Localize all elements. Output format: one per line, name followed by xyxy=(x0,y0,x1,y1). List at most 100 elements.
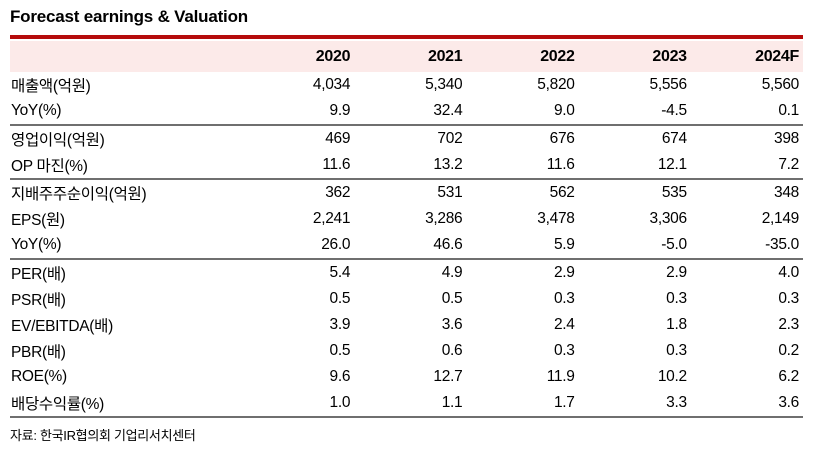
source-note: 자료: 한국IR협의회 기업리서치센터 xyxy=(10,428,196,443)
value-cell: 676 xyxy=(549,130,575,147)
value-cell: 469 xyxy=(325,130,351,147)
value-cell: 531 xyxy=(437,184,463,201)
row-label: 배당수익률(%) xyxy=(11,396,105,413)
row-label: 영업이익(억원) xyxy=(11,132,105,149)
value-cell: 2.9 xyxy=(666,264,687,281)
value-cell: 3.6 xyxy=(778,394,799,411)
value-cell: 1.7 xyxy=(553,394,575,411)
value-cell: 0.5 xyxy=(329,290,351,307)
row-label: PER(배) xyxy=(11,266,66,283)
value-cell: 5,820 xyxy=(537,76,575,93)
row-label: EPS(원) xyxy=(11,212,65,229)
table-header-row: 2020 2021 2022 2023 2024F xyxy=(10,41,803,72)
value-cell: 0.3 xyxy=(666,290,687,307)
value-cell: 348 xyxy=(774,184,799,201)
header-year-cell: 2021 xyxy=(427,47,463,65)
value-cell: 0.5 xyxy=(329,342,351,359)
value-cell: 2.9 xyxy=(553,264,575,281)
value-cell: 2.4 xyxy=(553,316,575,333)
table-row: EV/EBITDA(배) 3.9 3.6 2.4 1.8 2.3 xyxy=(10,312,803,338)
value-cell: 0.3 xyxy=(553,290,575,307)
table-row: YoY(%) 26.0 46.6 5.9 -5.0 -35.0 xyxy=(10,232,803,258)
value-cell: 362 xyxy=(325,184,351,201)
value-cell: 3.3 xyxy=(666,394,687,411)
table-row: YoY(%) 9.9 32.4 9.0 -4.5 0.1 xyxy=(10,98,803,124)
value-cell: 12.7 xyxy=(433,368,463,385)
value-cell: 5.9 xyxy=(553,236,575,253)
page-title: Forecast earnings & Valuation xyxy=(10,7,248,26)
value-cell: 11.6 xyxy=(546,156,575,173)
value-cell: 5,340 xyxy=(425,76,463,93)
value-cell: 6.2 xyxy=(778,368,799,385)
value-cell: 13.2 xyxy=(433,156,463,173)
row-label: PBR(배) xyxy=(11,344,66,361)
header-year-cell: 2020 xyxy=(315,47,351,65)
table-row: EPS(원) 2,241 3,286 3,478 3,306 2,149 xyxy=(10,206,803,232)
value-cell: -4.5 xyxy=(661,102,687,119)
header-year-cell: 2024F xyxy=(755,47,799,65)
value-cell: 562 xyxy=(549,184,575,201)
value-cell: 7.2 xyxy=(778,156,799,173)
value-cell: 9.6 xyxy=(329,368,351,385)
row-label: 매출액(억원) xyxy=(11,78,91,95)
table-section: PER(배) 5.4 4.9 2.9 2.9 4.0 PSR(배) 0.5 0.5 0.3 0.3 0… xyxy=(10,258,803,416)
value-cell: 3,286 xyxy=(425,210,463,227)
value-cell: 10.2 xyxy=(657,368,687,385)
value-cell: 398 xyxy=(774,130,799,147)
value-cell: 702 xyxy=(437,130,463,147)
value-cell: 1.8 xyxy=(666,316,687,333)
table-row: PBR(배) 0.5 0.6 0.3 0.3 0.2 xyxy=(10,338,803,364)
value-cell: 0.2 xyxy=(778,342,799,359)
value-cell: 2,241 xyxy=(312,210,351,227)
value-cell: 5.4 xyxy=(329,264,351,281)
value-cell: 12.1 xyxy=(657,156,687,173)
table-row: OP 마진(%) 11.6 13.2 11.6 12.1 7.2 xyxy=(10,152,803,178)
value-cell: 5,560 xyxy=(761,76,800,93)
row-label: EV/EBITDA(배) xyxy=(11,318,113,335)
table-row: 영업이익(억원) 469 702 676 674 398 xyxy=(10,126,803,152)
table-row: PER(배) 5.4 4.9 2.9 2.9 4.0 xyxy=(10,260,803,286)
table-row: 배당수익률(%) 1.0 1.1 1.7 3.3 3.6 xyxy=(10,390,803,416)
value-cell: 46.6 xyxy=(433,236,463,253)
table-row: PSR(배) 0.5 0.5 0.3 0.3 0.3 xyxy=(10,286,803,312)
row-label: YoY(%) xyxy=(11,102,62,119)
value-cell: 0.3 xyxy=(553,342,575,359)
value-cell: 0.6 xyxy=(441,342,463,359)
value-cell: 3,478 xyxy=(537,210,575,227)
value-cell: 0.3 xyxy=(778,290,799,307)
value-cell: 0.3 xyxy=(666,342,687,359)
value-cell: 11.9 xyxy=(546,368,575,385)
value-cell: 4,034 xyxy=(312,76,351,93)
table-row: ROE(%) 9.6 12.7 11.9 10.2 6.2 xyxy=(10,364,803,390)
value-cell: 4.9 xyxy=(441,264,463,281)
value-cell: 1.0 xyxy=(329,394,351,411)
row-label: OP 마진(%) xyxy=(11,158,88,175)
value-cell: 32.4 xyxy=(433,102,463,119)
value-cell: 1.1 xyxy=(441,394,463,411)
value-cell: 4.0 xyxy=(778,264,799,281)
value-cell: 9.9 xyxy=(329,102,351,119)
row-label: PSR(배) xyxy=(11,292,66,309)
row-label: 지배주주순이익(억원) xyxy=(11,186,147,203)
value-cell: 5,556 xyxy=(649,76,688,93)
table-body: 매출액(억원) 4,034 5,340 5,820 5,556 5,560 YoY(%) 9.… xyxy=(10,72,803,418)
value-cell: -5.0 xyxy=(661,236,687,253)
forecast-valuation-table: 2020 2021 2022 2023 2024F 매출액(억원) 4,034 5,340 5… xyxy=(10,41,803,418)
table-section: 영업이익(억원) 469 702 676 674 398 OP 마진(%) 11.6 13.2 1… xyxy=(10,124,803,178)
value-cell: 11.6 xyxy=(322,156,351,173)
table-section: 매출액(억원) 4,034 5,340 5,820 5,556 5,560 YoY(%) 9.… xyxy=(10,72,803,124)
table-row: 매출액(억원) 4,034 5,340 5,820 5,556 5,560 xyxy=(10,72,803,98)
title-accent-line xyxy=(10,35,803,39)
value-cell: 2,149 xyxy=(761,210,800,227)
value-cell: 535 xyxy=(661,184,687,201)
value-cell: 0.5 xyxy=(441,290,463,307)
value-cell: 3.9 xyxy=(329,316,351,333)
value-cell: 3.6 xyxy=(441,316,463,333)
row-label: YoY(%) xyxy=(11,236,62,253)
table-row: 지배주주순이익(억원) 362 531 562 535 348 xyxy=(10,180,803,206)
row-label: ROE(%) xyxy=(11,368,67,385)
value-cell: 2.3 xyxy=(778,316,799,333)
value-cell: -35.0 xyxy=(765,236,799,253)
value-cell: 26.0 xyxy=(321,236,351,253)
